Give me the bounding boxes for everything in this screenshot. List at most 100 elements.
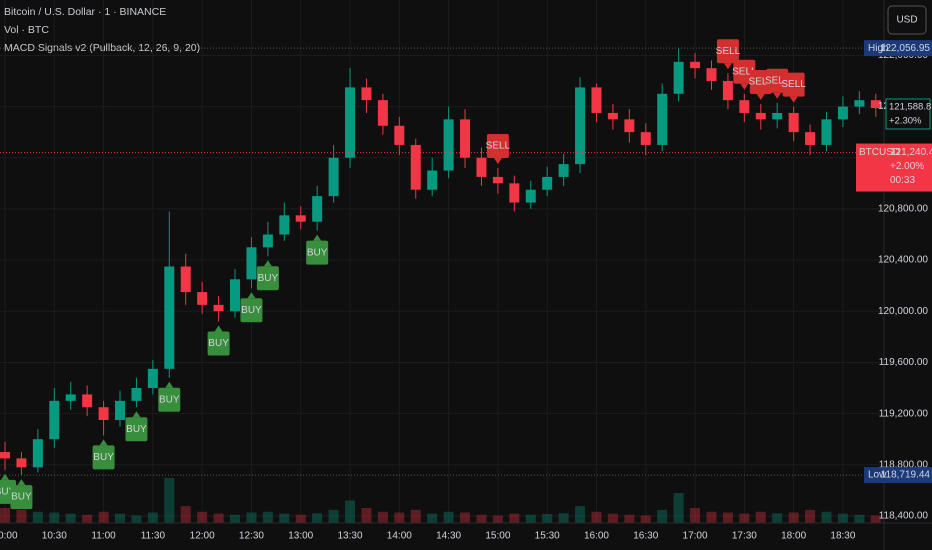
candle-body: [32, 439, 43, 468]
y-tick-label: 119,600.00: [879, 357, 929, 368]
volume-bar: [262, 511, 273, 523]
signal-label: BUY: [92, 439, 115, 470]
x-tick-label: 15:00: [485, 531, 510, 542]
signal-text: BUY: [258, 273, 279, 284]
candle-body: [394, 125, 405, 145]
candle-body: [722, 80, 733, 101]
candle-body: [509, 183, 520, 203]
candle-body: [361, 87, 372, 101]
signal-pointer: [493, 157, 502, 164]
volume-bar: [394, 512, 405, 523]
volume-bar: [32, 511, 43, 523]
volume-bar: [246, 512, 257, 523]
signal-pointer: [723, 63, 732, 70]
volume-bar: [805, 509, 816, 523]
signal-text: SELL: [732, 66, 757, 77]
volume-bar: [542, 514, 553, 523]
candle-body: [328, 157, 339, 197]
signal-text: BUY: [0, 487, 16, 498]
y-tick-label: 118,800.00: [879, 459, 929, 470]
signal-label: BUY: [240, 292, 263, 323]
candle-body: [197, 292, 208, 305]
volume-bar: [230, 514, 241, 523]
signal-pointer: [247, 292, 256, 299]
candle-body: [854, 100, 865, 107]
x-tick-label: 13:00: [288, 531, 313, 542]
candle-body: [427, 170, 438, 190]
volume-bar: [772, 513, 783, 523]
volume-bar: [591, 511, 602, 523]
y-tick-label: 119,200.00: [879, 408, 929, 419]
signal-text: SELL: [749, 77, 774, 88]
volume-bar: [115, 513, 126, 523]
volume-bar: [837, 513, 848, 523]
signal-pointer: [17, 479, 26, 486]
candle-body: [837, 106, 848, 120]
price-tag-name: BTCUSD: [859, 147, 900, 158]
candle-body: [164, 266, 175, 369]
volume-bar: [164, 478, 175, 523]
candle-body: [525, 189, 536, 203]
candle-body: [706, 68, 717, 81]
y-tick-label: 120,400.00: [878, 255, 928, 266]
last-price-change: +2.30%: [889, 116, 922, 127]
volume-bar: [558, 513, 569, 523]
x-tick-label: 11:00: [91, 531, 116, 542]
x-tick-label: 16:00: [584, 531, 609, 542]
signal-pointer: [756, 94, 765, 101]
last-price-value: 121,588.83: [889, 102, 932, 113]
signal-box: [125, 417, 148, 442]
volume-bar: [49, 512, 60, 523]
signal-text: BUY: [11, 492, 32, 503]
candle-body: [690, 61, 701, 69]
candle-body: [312, 196, 323, 222]
signal-text: BUY: [241, 305, 262, 316]
candle-body: [805, 132, 816, 145]
volume-bar: [821, 511, 832, 523]
chart-title: Bitcoin / U.S. Dollar · 1 · BINANCE: [4, 6, 166, 18]
x-tick-label: 17:30: [732, 531, 757, 542]
candle-body: [821, 119, 832, 145]
candle-body: [279, 215, 290, 235]
currency-button[interactable]: [887, 5, 927, 35]
currency-label[interactable]: USD: [896, 15, 917, 26]
candle-body: [657, 93, 668, 145]
signal-text: SELL: [781, 79, 806, 90]
candle-body: [575, 87, 586, 165]
candle-body: [82, 394, 93, 408]
candle-body: [772, 112, 783, 120]
signal-box: [782, 72, 805, 97]
price-tag-value: 122,056.95: [880, 43, 930, 54]
candle-body: [558, 164, 569, 177]
grid: [0, 0, 884, 523]
volume-bar: [295, 514, 306, 523]
volume-bar: [722, 512, 733, 523]
x-tick-label: 11:30: [141, 531, 166, 542]
signal-label: SELL: [781, 72, 806, 103]
volume-bar: [755, 511, 766, 523]
x-tick-label: 18:30: [830, 531, 855, 542]
volume-bar: [328, 509, 339, 523]
candle-body: [345, 87, 356, 158]
volume-bar: [16, 509, 27, 523]
signal-label: SELL: [486, 133, 511, 164]
volume-bar: [131, 515, 142, 523]
signal-pointer: [263, 260, 272, 267]
x-tick-label: 10:00: [0, 531, 18, 542]
signal-pointer: [789, 96, 798, 103]
signal-pointer: [1, 473, 9, 480]
candle-body: [147, 368, 158, 389]
signal-label: BUY: [125, 411, 148, 442]
price-tag-name: High: [868, 43, 889, 54]
x-tick-label: 12:30: [239, 531, 264, 542]
volume-bar: [739, 513, 750, 523]
candle-body: [65, 394, 76, 401]
candle-body: [230, 279, 241, 312]
price-tag-value: 118,719.44: [881, 470, 931, 481]
signal-label: BUY: [158, 381, 181, 412]
price-tag: [864, 467, 932, 484]
candle-body: [0, 451, 10, 459]
volume-bar: [854, 514, 865, 523]
candle-body: [295, 215, 306, 222]
